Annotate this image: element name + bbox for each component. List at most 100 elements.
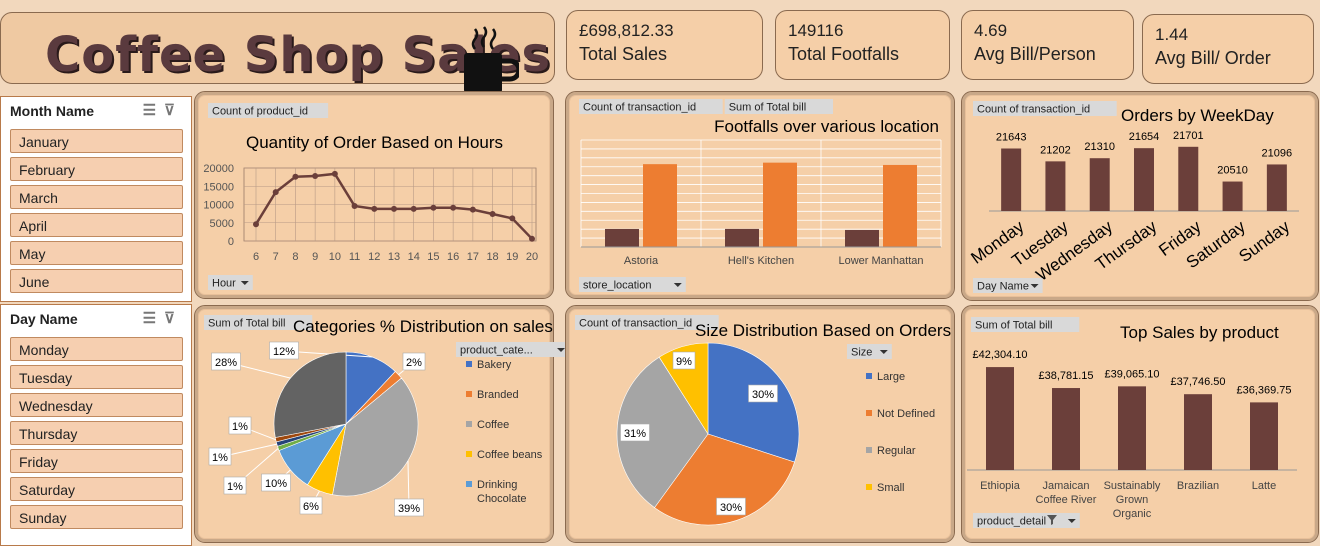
value-field-tag-bg xyxy=(724,99,833,114)
bar[interactable] xyxy=(1178,146,1199,211)
bar[interactable] xyxy=(986,367,1014,470)
bar[interactable] xyxy=(1266,164,1287,211)
axis-field-button[interactable]: store_location xyxy=(583,280,652,292)
data-label-bg xyxy=(672,351,696,370)
bar[interactable] xyxy=(725,228,759,247)
data-label: 21643 xyxy=(996,131,1027,143)
bar[interactable] xyxy=(605,228,639,247)
weekday-chart-panel: Count of transaction_id Orders by WeekDay… xyxy=(961,91,1319,301)
slicer-item-wednesday[interactable]: Wednesday xyxy=(10,393,183,417)
pie-slice[interactable] xyxy=(654,433,795,526)
multi-select-icon[interactable]: ☰ xyxy=(142,102,165,119)
data-point[interactable] xyxy=(292,173,299,180)
x-tick-label: Ethiopia xyxy=(980,480,1021,492)
legend-field-button[interactable]: product_cate... xyxy=(460,345,533,357)
bar[interactable] xyxy=(845,229,879,247)
slicer-item-january[interactable]: January xyxy=(10,129,183,153)
data-point[interactable] xyxy=(272,189,279,196)
bar[interactable] xyxy=(1001,148,1022,211)
dropdown-arrow-icon[interactable] xyxy=(557,348,565,352)
slicer-item-sunday[interactable]: Sunday xyxy=(10,505,183,529)
slicer-item-friday[interactable]: Friday xyxy=(10,449,183,473)
data-point[interactable] xyxy=(312,173,319,180)
data-point[interactable] xyxy=(391,205,397,212)
data-label: 12% xyxy=(273,346,295,358)
data-point[interactable] xyxy=(371,205,378,212)
x-tick-label: 6 xyxy=(253,251,259,263)
dropdown-arrow-icon[interactable] xyxy=(673,283,682,287)
pie-slice[interactable] xyxy=(707,342,800,463)
data-label: 9% xyxy=(676,356,692,368)
axis-field-button[interactable]: product_detail xyxy=(977,516,1046,528)
axis-field-button-bg[interactable] xyxy=(973,278,1043,293)
legend-field-button-bg[interactable] xyxy=(456,342,569,357)
data-point[interactable] xyxy=(331,170,338,177)
slicer-item-may[interactable]: May xyxy=(10,241,183,265)
data-point[interactable] xyxy=(489,210,496,217)
axis-field-button[interactable]: Hour xyxy=(212,278,236,290)
hours-chart-panel: Count of product_id Quantity of Order Bas… xyxy=(194,91,554,299)
y-tick-label: 0 xyxy=(228,236,234,248)
pie-slice[interactable] xyxy=(616,356,709,509)
pie-slice[interactable] xyxy=(658,342,709,436)
slicer-item-april[interactable]: April xyxy=(10,213,183,237)
y-tick-label: 15000 xyxy=(203,181,234,193)
dropdown-arrow-icon[interactable] xyxy=(1067,519,1076,523)
axis-field-button-bg[interactable] xyxy=(579,277,686,292)
chart-title: Size Distribution Based on Orders xyxy=(695,321,951,340)
data-point[interactable] xyxy=(351,202,358,209)
bar[interactable] xyxy=(1118,386,1146,470)
x-tick-label: Organic xyxy=(1113,508,1152,520)
pie-slice[interactable] xyxy=(332,377,419,497)
axis-field-button-bg[interactable] xyxy=(208,275,253,290)
value-field-tag-bg xyxy=(973,101,1117,116)
x-tick-label: Sunday xyxy=(1235,217,1293,267)
legend-field-button-bg[interactable] xyxy=(847,344,892,359)
filter-icon[interactable] xyxy=(1047,515,1057,525)
data-point[interactable] xyxy=(430,204,437,211)
clear-filter-icon[interactable]: ⊽ xyxy=(164,310,183,327)
data-label-bg xyxy=(299,496,323,515)
value-field-tag: Count of transaction_id xyxy=(977,104,1090,116)
bar[interactable] xyxy=(763,162,797,247)
data-point[interactable] xyxy=(450,204,457,211)
dropdown-arrow-icon[interactable] xyxy=(240,281,249,285)
bar[interactable] xyxy=(883,164,917,247)
pie-slice[interactable] xyxy=(273,351,347,438)
data-point[interactable] xyxy=(529,235,535,242)
dropdown-arrow-icon[interactable] xyxy=(879,350,888,354)
data-point[interactable] xyxy=(509,215,516,222)
data-point[interactable] xyxy=(410,205,417,212)
data-label: 1% xyxy=(212,452,228,464)
bar[interactable] xyxy=(1222,181,1243,211)
bar[interactable] xyxy=(1184,394,1212,470)
bar[interactable] xyxy=(1250,402,1278,470)
slicer-item-tuesday[interactable]: Tuesday xyxy=(10,365,183,389)
chart-title: Quantity of Order Based on Hours xyxy=(246,133,503,152)
slicer-item-february[interactable]: February xyxy=(10,157,183,181)
data-point[interactable] xyxy=(253,221,259,228)
legend-field-button[interactable]: Size xyxy=(851,347,872,359)
kpi-avg-bill-order: 1.44 Avg Bill/ Order xyxy=(1142,14,1314,84)
data-point[interactable] xyxy=(469,206,476,213)
slicer-item-march[interactable]: March xyxy=(10,185,183,209)
dropdown-arrow-icon[interactable] xyxy=(1030,284,1039,288)
data-label-bg xyxy=(208,447,232,466)
axis-field-button[interactable]: Day Name xyxy=(977,281,1029,293)
bar[interactable] xyxy=(1052,388,1080,470)
slicer-item-saturday[interactable]: Saturday xyxy=(10,477,183,501)
bar[interactable] xyxy=(643,164,677,247)
y-tick-label: 10000 xyxy=(203,200,234,212)
data-label: £39,065.10 xyxy=(1104,368,1159,380)
slicer-item-thursday[interactable]: Thursday xyxy=(10,421,183,445)
multi-select-icon[interactable]: ☰ xyxy=(142,310,165,327)
x-tick-label: 12 xyxy=(368,251,380,263)
clear-filter-icon[interactable]: ⊽ xyxy=(164,102,183,119)
bar[interactable] xyxy=(1045,161,1066,211)
bar[interactable] xyxy=(1089,158,1110,211)
slicer-item-monday[interactable]: Monday xyxy=(10,337,183,361)
bar[interactable] xyxy=(1134,148,1154,211)
slicer-item-june[interactable]: June xyxy=(10,269,183,293)
day-slicer: Day Name ☰⊽ Monday Tuesday Wednesday Thu… xyxy=(0,304,192,546)
x-tick-label: 19 xyxy=(506,251,518,263)
